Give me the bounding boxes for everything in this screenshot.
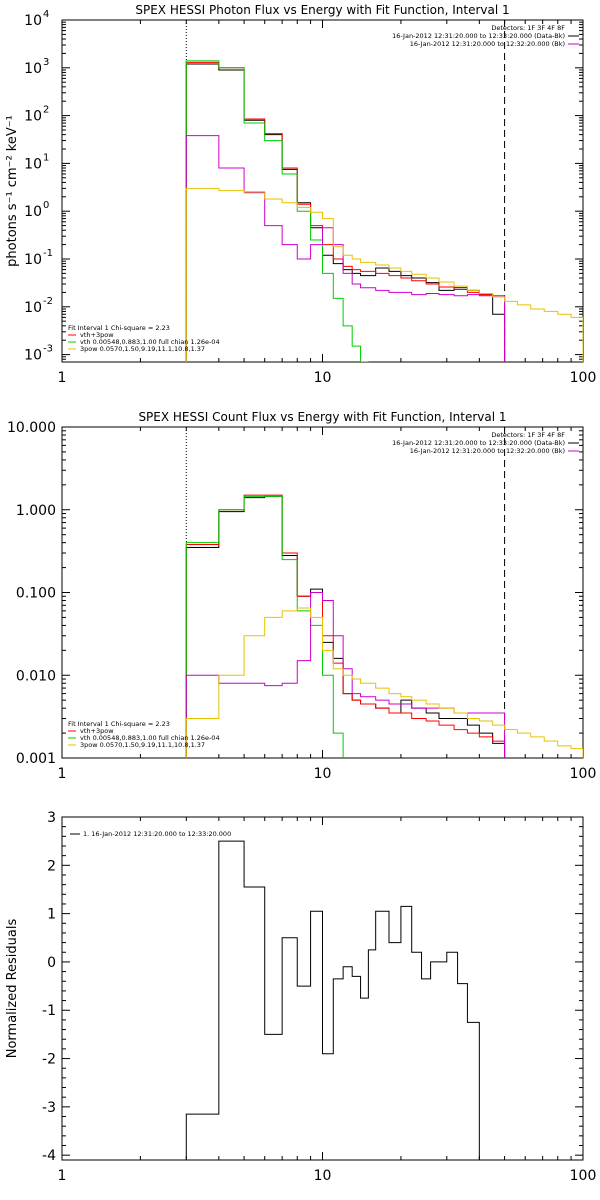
- chart-title: SPEX HESSI Count Flux vs Energy with Fit…: [138, 410, 506, 424]
- legend-text: 1. 16-Jan-2012 12:31:20.000 to 12:33:20.…: [83, 830, 231, 838]
- chart-panel-1: SPEX HESSI Photon Flux vs Energy with Fi…: [5, 3, 596, 386]
- series-group: [185, 840, 480, 1160]
- legend-text: Fit Interval 1 Chi-square = 2.23: [68, 720, 170, 728]
- y-tick-label: 10: [24, 13, 42, 29]
- series-1-line: [185, 840, 480, 1160]
- y-tick-label: 0.001: [16, 751, 56, 767]
- y-tick-label: 10: [24, 300, 42, 316]
- y-tick-label: 0.010: [16, 668, 56, 684]
- x-tick-label: 1: [58, 766, 67, 782]
- legend-text: 16-Jan-2012 12:31:20.000 to 12:33:20.000…: [392, 439, 565, 447]
- legend-text: vth 0.00548,0.883,1.00 full chian 1.26e-…: [80, 338, 220, 346]
- x-tick-label: 10: [314, 370, 332, 386]
- y-axis-label: photons s⁻¹ cm⁻² keV⁻¹: [5, 115, 20, 267]
- legend-text: 16-Jan-2012 12:31:20.000 to 12:32:20.000…: [410, 40, 565, 48]
- series-1-line: [185, 63, 506, 362]
- series-5-line: [185, 607, 583, 758]
- y-tick-label: -4: [42, 1148, 56, 1164]
- legend-text: vth+3pow: [80, 331, 114, 339]
- y-axis-label: Normalized Residuals: [5, 919, 20, 1059]
- x-tick-label: 1: [58, 1168, 67, 1184]
- legend-text: Detectors: 1F 3F 4F 8F: [491, 431, 565, 439]
- series-3-line: [185, 60, 369, 362]
- legend-text: vth+3pow: [80, 727, 114, 735]
- y-tick-label-exponent: 4: [43, 9, 49, 20]
- y-tick-label: 10: [24, 61, 42, 77]
- y-tick-label: -2: [42, 1052, 56, 1068]
- y-tick-label: 10: [24, 109, 42, 125]
- series-group: [185, 60, 583, 362]
- x-tick-label: 100: [570, 1168, 597, 1184]
- y-tick-label-exponent: 3: [43, 57, 49, 68]
- x-tick-label: 10: [314, 1168, 332, 1184]
- legend-text: vth 0.00548,0.883,1.00 full chian 1.26e-…: [80, 734, 220, 742]
- x-tick-label: 1: [58, 370, 67, 386]
- y-tick-label: -1: [42, 1003, 56, 1019]
- y-tick-label: 0.100: [16, 586, 56, 602]
- x-tick-label: 100: [570, 766, 597, 782]
- x-tick-label: 10: [314, 766, 332, 782]
- legend-text: 16-Jan-2012 12:31:20.000 to 12:33:20.000…: [392, 32, 565, 40]
- series-5-line: [185, 187, 583, 362]
- y-tick-label: -3: [42, 1100, 56, 1116]
- chart-panel-2: SPEX HESSI Count Flux vs Energy with Fit…: [7, 410, 596, 782]
- y-tick-label: 3: [47, 810, 56, 826]
- series-2-line: [185, 61, 506, 362]
- y-tick-label: 10: [24, 252, 42, 268]
- y-tick-label: 1.000: [16, 503, 56, 519]
- y-tick-label-exponent: 2: [43, 105, 49, 116]
- y-tick-label: 0: [47, 955, 56, 971]
- series-group: [185, 494, 583, 758]
- x-tick-label: 100: [570, 370, 597, 386]
- chart-title: SPEX HESSI Photon Flux vs Energy with Fi…: [135, 3, 509, 17]
- series-4-line: [185, 135, 506, 362]
- y-tick-label: 10: [24, 348, 42, 364]
- y-tick-label-exponent: -1: [43, 248, 53, 259]
- y-tick-label-exponent: -3: [43, 344, 53, 355]
- series-1-line: [185, 495, 506, 758]
- legend-text: 16-Jan-2012 12:31:20.000 to 12:32:20.000…: [410, 447, 565, 455]
- legend-text: 3pow 0.0570,1.50,9.19,11.1,10.8,1.37: [80, 741, 205, 749]
- y-tick-label: 2: [47, 858, 56, 874]
- y-tick-label: 10: [24, 204, 42, 220]
- y-tick-label-exponent: 0: [43, 200, 49, 211]
- legend-text: Detectors: 1F 3F 4F 8F: [491, 24, 565, 32]
- y-tick-label: 10.000: [7, 420, 56, 436]
- legend-text: Fit Interval 1 Chi-square = 2.23: [68, 324, 170, 332]
- series-3-line: [185, 495, 344, 758]
- y-tick-label: 10: [24, 156, 42, 172]
- y-tick-label-exponent: 1: [43, 152, 49, 163]
- y-tick-label: 1: [47, 907, 56, 923]
- y-tick-label-exponent: -2: [43, 296, 53, 307]
- legend-text: 3pow 0.0570,1.50,9.19,11.1,10.8,1.37: [80, 345, 205, 353]
- chart-panel-3: 1 10 100 -4 -3 -2 -1 0 1 2 3 Normalized Residuals 1.…: [5, 810, 596, 1184]
